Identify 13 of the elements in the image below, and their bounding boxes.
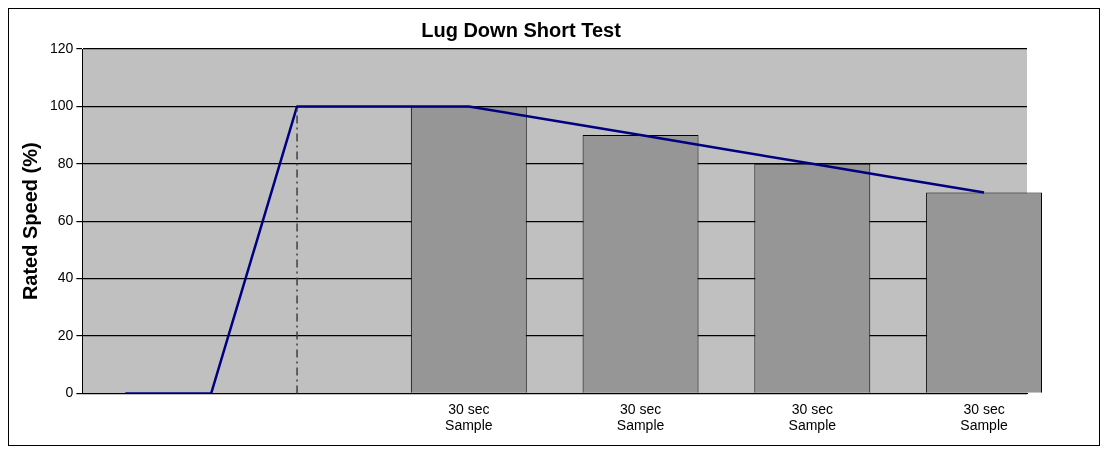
x-tick-label: 30 sec Sample xyxy=(788,400,837,434)
x-tick-label: 30 sec Sample xyxy=(445,400,493,434)
y-tick-label: 60 xyxy=(57,212,74,229)
y-axis-title: Rated Speed (%) xyxy=(18,142,41,301)
y-tick-label: 80 xyxy=(57,154,74,171)
y-tick-label: 20 xyxy=(57,326,74,343)
y-tick-label: 120 xyxy=(50,39,74,56)
y-tick-label: 100 xyxy=(50,97,74,114)
y-tick-label: 0 xyxy=(65,384,74,401)
y-tick-label: 40 xyxy=(57,269,74,286)
x-tick-label: 30 sec Sample xyxy=(960,400,1009,434)
chart-title: Lug Down Short Test xyxy=(421,18,622,41)
x-tick-label: 30 sec Sample xyxy=(616,400,665,434)
